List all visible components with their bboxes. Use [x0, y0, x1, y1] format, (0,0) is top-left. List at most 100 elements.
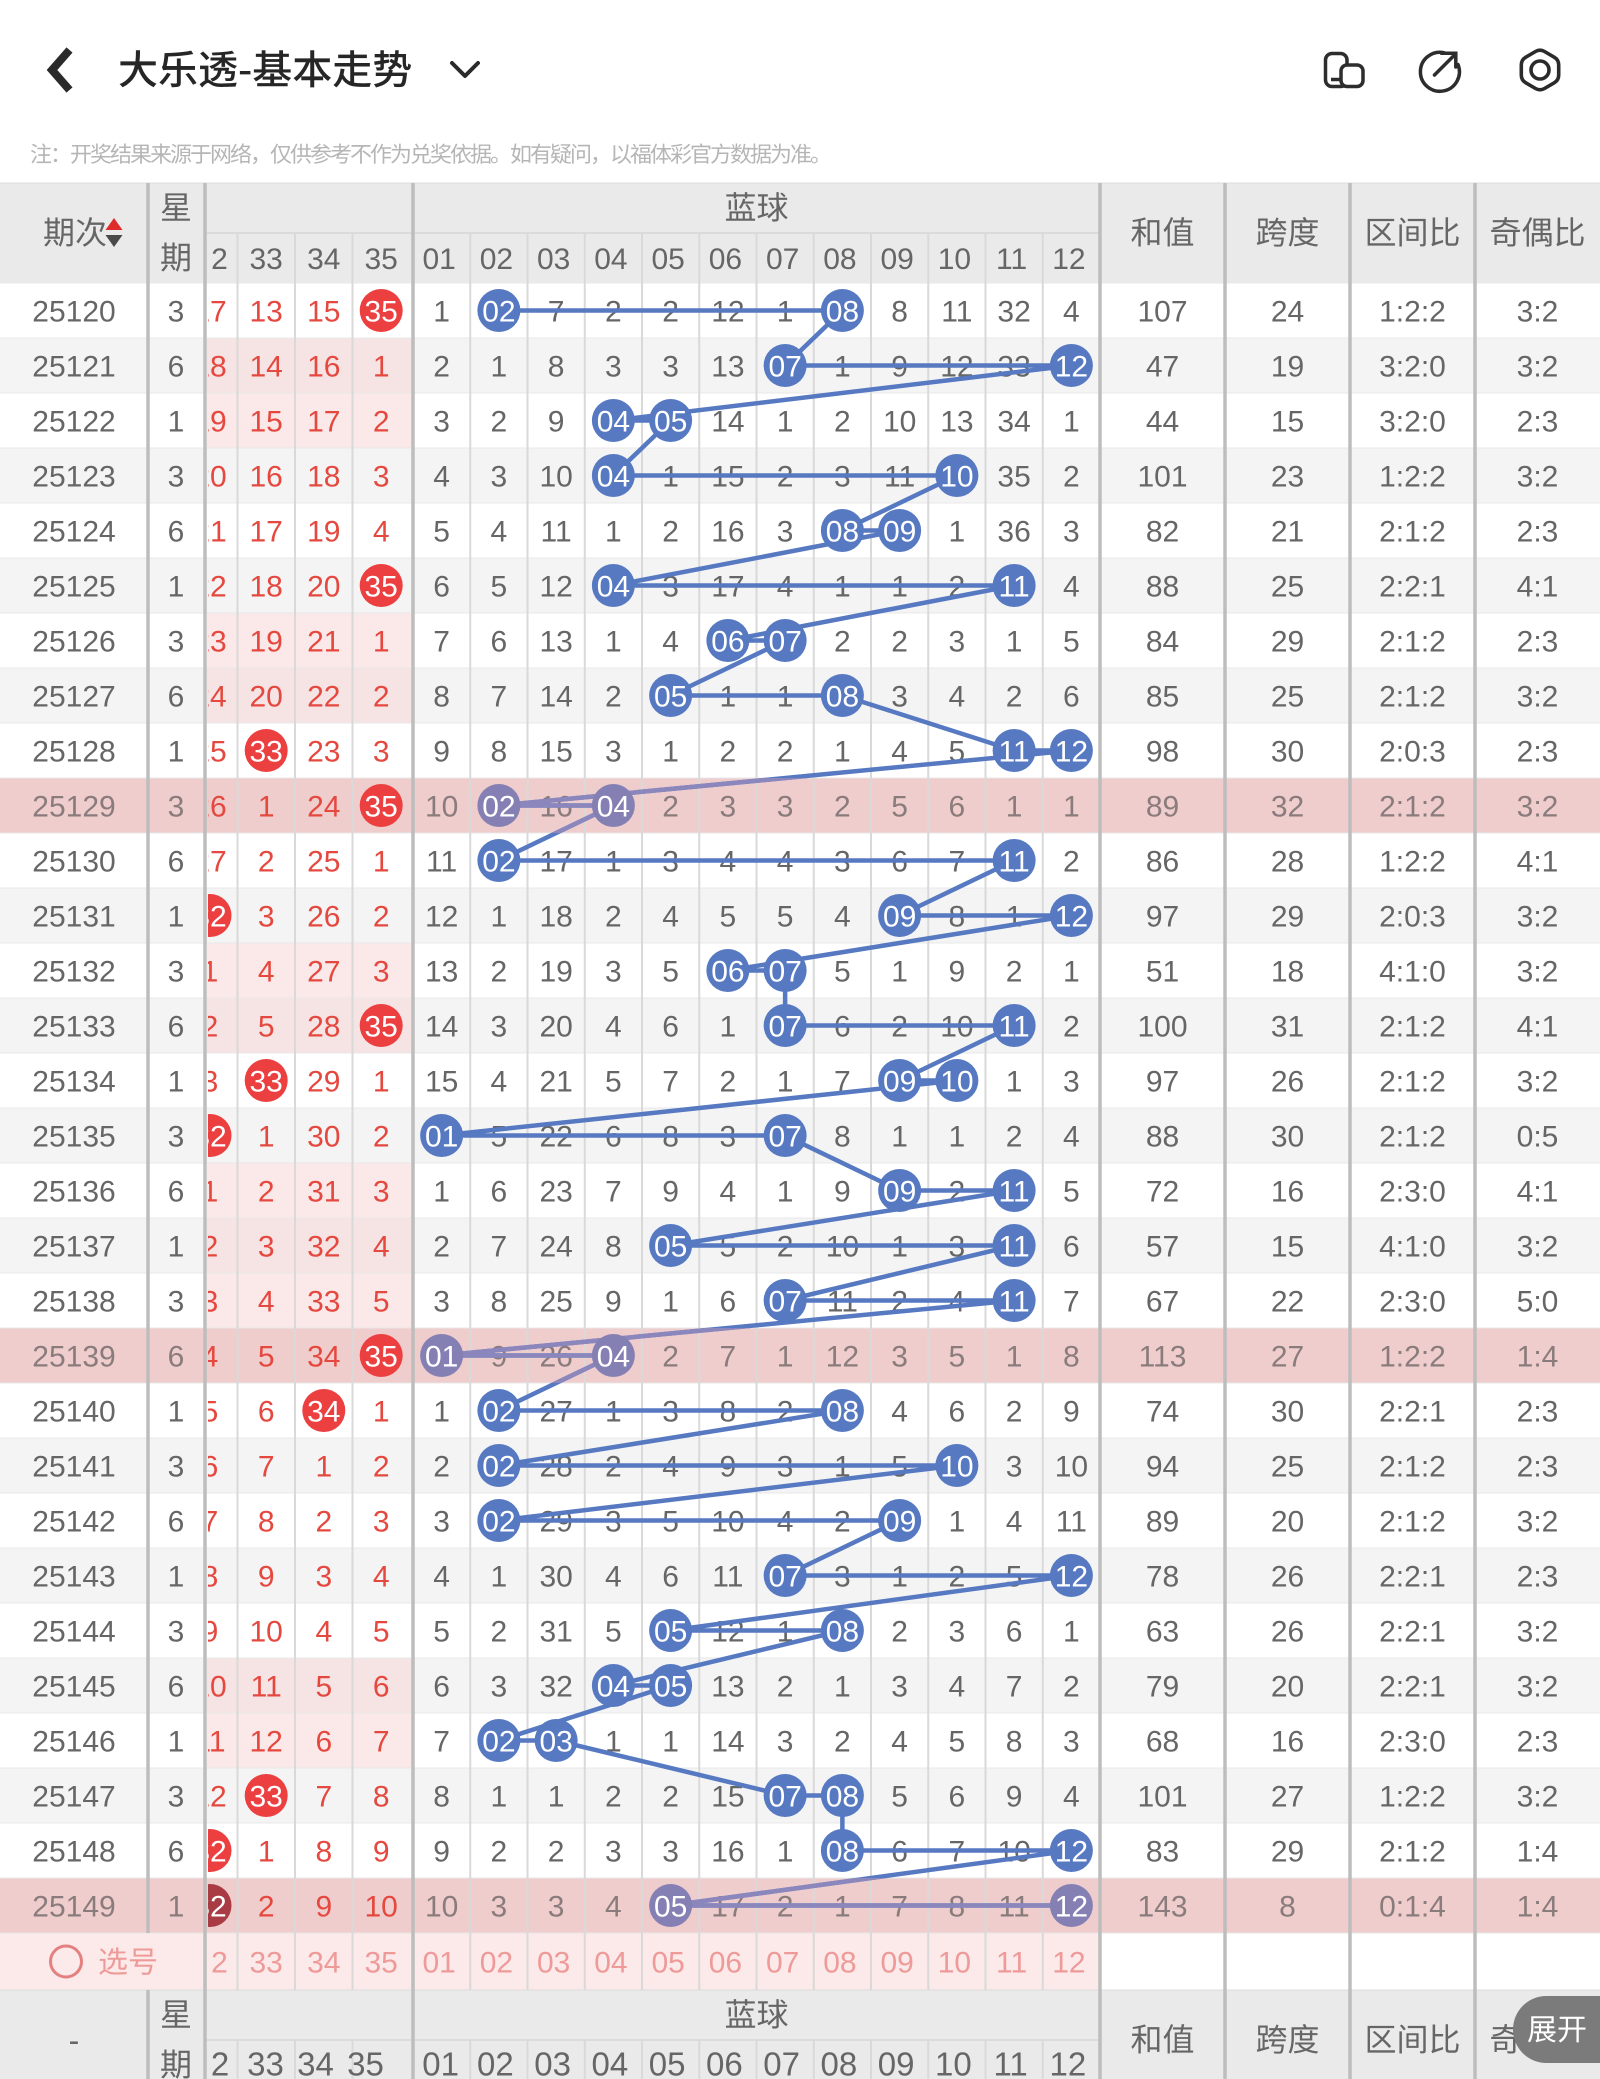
svg-text:10: 10	[940, 460, 973, 493]
svg-text:63: 63	[1146, 1615, 1179, 1648]
svg-text:68: 68	[1146, 1725, 1179, 1758]
svg-text:21: 21	[193, 515, 226, 548]
svg-text:1: 1	[202, 955, 219, 988]
svg-text:6: 6	[949, 1780, 966, 1813]
svg-text:25145: 25145	[32, 1670, 115, 1703]
svg-text:4: 4	[258, 955, 275, 988]
svg-text:16: 16	[711, 515, 744, 548]
svg-text:4: 4	[373, 1560, 390, 1593]
svg-text:9: 9	[1006, 1780, 1023, 1813]
svg-text:1: 1	[168, 1230, 185, 1263]
svg-text:1: 1	[315, 1450, 332, 1483]
svg-text:21: 21	[1271, 515, 1304, 548]
svg-text:1: 1	[834, 735, 851, 768]
svg-text:2: 2	[662, 1780, 679, 1813]
svg-text:2:1:2: 2:1:2	[1379, 680, 1446, 713]
svg-text:10: 10	[250, 1615, 283, 1648]
svg-text:2: 2	[777, 735, 794, 768]
svg-text:10: 10	[365, 1890, 398, 1923]
svg-text:97: 97	[1146, 900, 1179, 933]
svg-text:29: 29	[1271, 900, 1304, 933]
svg-text:08: 08	[826, 1615, 859, 1648]
svg-text:2: 2	[491, 1835, 508, 1868]
svg-text:4: 4	[949, 1670, 966, 1703]
svg-text:9: 9	[834, 1175, 851, 1208]
svg-text:7: 7	[258, 1450, 275, 1483]
svg-text:2: 2	[1006, 1120, 1023, 1153]
svg-text:1: 1	[373, 1065, 390, 1098]
svg-text:1: 1	[258, 1835, 275, 1868]
svg-text:02: 02	[482, 295, 515, 328]
svg-text:2:2:1: 2:2:1	[1379, 1395, 1446, 1428]
svg-text:2: 2	[373, 1120, 390, 1153]
svg-text:5: 5	[777, 900, 794, 933]
svg-text:3: 3	[168, 1615, 185, 1648]
svg-text:5: 5	[662, 955, 679, 988]
svg-text:3: 3	[168, 790, 185, 823]
svg-text:5: 5	[949, 1340, 966, 1373]
svg-text:33: 33	[250, 1780, 283, 1813]
svg-text:3: 3	[168, 1120, 185, 1153]
svg-text:2: 2	[834, 1725, 851, 1758]
svg-text:35: 35	[997, 460, 1030, 493]
svg-text:21: 21	[307, 625, 340, 658]
svg-text:25138: 25138	[32, 1285, 115, 1318]
svg-text:6: 6	[949, 790, 966, 823]
svg-text:25140: 25140	[32, 1395, 115, 1428]
svg-text:26: 26	[1271, 1065, 1304, 1098]
svg-text:10: 10	[940, 1065, 973, 1098]
svg-text:32: 32	[1271, 790, 1304, 823]
svg-text:04: 04	[597, 1670, 630, 1703]
svg-text:7: 7	[202, 1505, 219, 1538]
svg-text:8: 8	[834, 1120, 851, 1153]
svg-text:2: 2	[491, 955, 508, 988]
svg-text:1:2:2: 1:2:2	[1379, 460, 1446, 493]
svg-text:03: 03	[534, 2045, 571, 2079]
svg-text:10: 10	[883, 405, 916, 438]
svg-text:14: 14	[711, 1725, 744, 1758]
svg-text:08: 08	[826, 515, 859, 548]
svg-text:08: 08	[826, 680, 859, 713]
svg-text:8: 8	[433, 1780, 450, 1813]
svg-text:6: 6	[168, 1010, 185, 1043]
svg-text:83: 83	[1146, 1835, 1179, 1868]
svg-text:4: 4	[1006, 1505, 1023, 1538]
svg-text:1: 1	[777, 1340, 794, 1373]
svg-text:16: 16	[250, 460, 283, 493]
svg-text:3: 3	[168, 1285, 185, 1318]
svg-text:98: 98	[1146, 735, 1179, 768]
svg-text:19: 19	[307, 515, 340, 548]
svg-text:28: 28	[1271, 845, 1304, 878]
svg-text:1: 1	[168, 570, 185, 603]
svg-text:2: 2	[1063, 1670, 1080, 1703]
svg-text:25130: 25130	[32, 845, 115, 878]
svg-text:8: 8	[258, 1505, 275, 1538]
svg-text:8: 8	[605, 1230, 622, 1263]
svg-text:13: 13	[940, 405, 973, 438]
svg-text:26: 26	[193, 790, 226, 823]
svg-text:9: 9	[605, 1285, 622, 1318]
svg-text:2:1:2: 2:1:2	[1379, 625, 1446, 658]
svg-text:24: 24	[193, 680, 226, 713]
svg-text:12: 12	[1052, 243, 1085, 276]
svg-text:2:1:2: 2:1:2	[1379, 1065, 1446, 1098]
svg-text:25129: 25129	[32, 790, 115, 823]
svg-text:17: 17	[250, 515, 283, 548]
svg-text:2: 2	[662, 790, 679, 823]
svg-text:05: 05	[654, 1615, 687, 1648]
svg-text:03: 03	[537, 243, 570, 276]
svg-text:05: 05	[654, 405, 687, 438]
svg-text:13: 13	[711, 1670, 744, 1703]
svg-text:2: 2	[834, 790, 851, 823]
svg-text:25126: 25126	[32, 625, 115, 658]
svg-text:2: 2	[373, 1450, 390, 1483]
svg-text:32: 32	[193, 1120, 226, 1153]
svg-text:04: 04	[597, 570, 630, 603]
svg-text:19: 19	[250, 625, 283, 658]
svg-text:25137: 25137	[32, 1230, 115, 1263]
svg-text:1: 1	[168, 1395, 185, 1428]
svg-text:05: 05	[654, 680, 687, 713]
svg-text:9: 9	[1063, 1395, 1080, 1428]
svg-text:8: 8	[1279, 1890, 1296, 1923]
svg-text:08: 08	[821, 2045, 858, 2079]
